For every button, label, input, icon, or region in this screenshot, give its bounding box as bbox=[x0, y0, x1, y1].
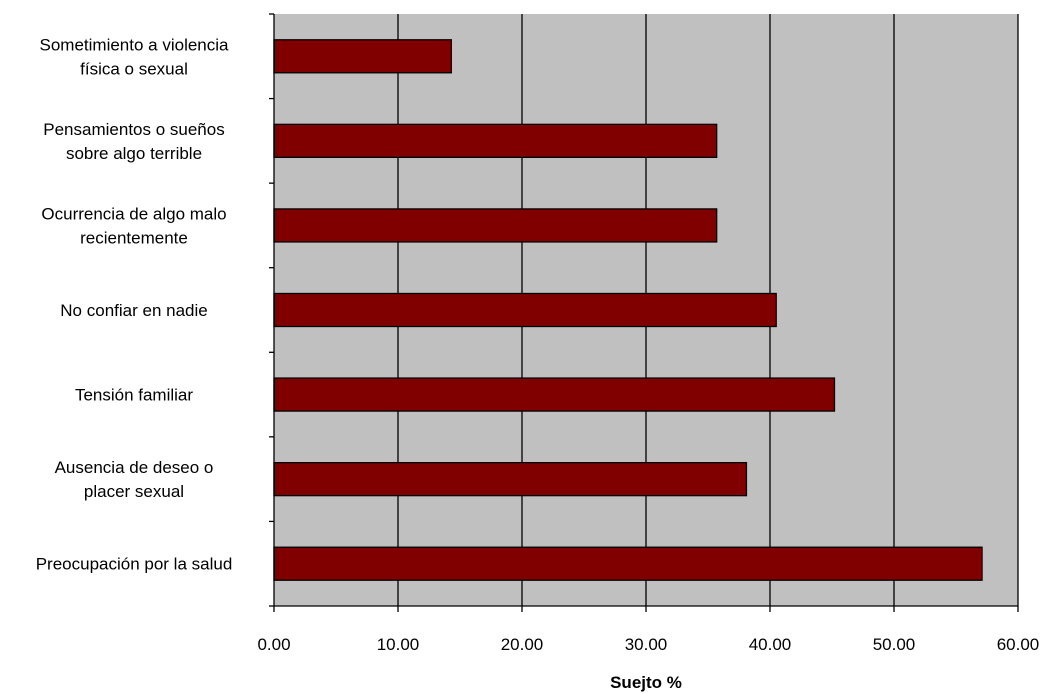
bar bbox=[273, 377, 836, 412]
x-tick-label: 40.00 bbox=[749, 635, 792, 654]
x-tick-labels: 0.00 10.00 20.00 30.00 40.00 50.00 60.00 bbox=[257, 635, 1039, 654]
category-labels: Sometimiento a violencia física o sexual P… bbox=[36, 35, 233, 573]
x-tick-label: 60.00 bbox=[997, 635, 1040, 654]
bar bbox=[273, 208, 718, 243]
x-tick-label: 10.00 bbox=[377, 635, 420, 654]
x-tick-label: 20.00 bbox=[501, 635, 544, 654]
category-label: No confiar en nadie bbox=[60, 301, 207, 320]
bar bbox=[273, 39, 452, 74]
category-label: Sometimiento a violencia física o sexual bbox=[40, 35, 230, 78]
category-label: Preocupación por la salud bbox=[36, 555, 233, 574]
axes bbox=[269, 13, 1019, 612]
x-axis-title: Suejto % bbox=[610, 673, 682, 692]
category-label: Ocurrencia de algo malo recientemente bbox=[41, 204, 226, 247]
bar bbox=[273, 546, 983, 581]
bars bbox=[273, 39, 983, 581]
x-tick-label: 50.00 bbox=[873, 635, 916, 654]
category-label: Tensión familiar bbox=[75, 386, 193, 405]
category-label: Ausencia de deseo o placer sexual bbox=[55, 458, 214, 501]
bar bbox=[273, 292, 777, 328]
x-tick-label: 0.00 bbox=[257, 635, 290, 654]
bar bbox=[273, 123, 718, 159]
x-tick-label: 30.00 bbox=[625, 635, 668, 654]
bar bbox=[273, 461, 748, 497]
category-label: Pensamientos o sueños sobre algo terrible bbox=[43, 120, 224, 163]
